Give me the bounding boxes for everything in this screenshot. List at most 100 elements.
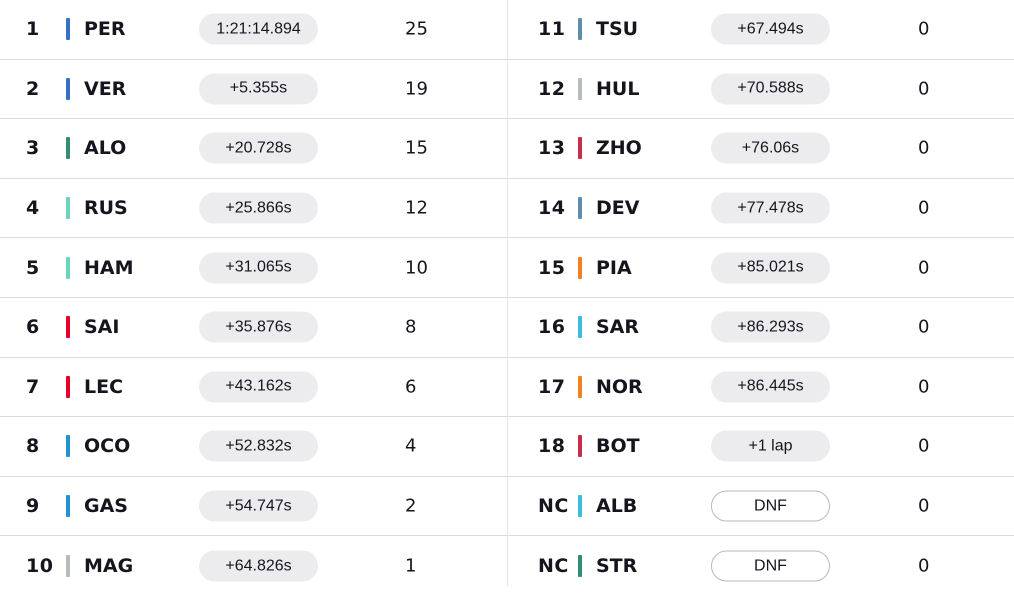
points-value: 12 [405,197,428,219]
result-row[interactable]: 2 VER +5.355s 19 [0,60,507,120]
race-time-pill: +67.494s [711,13,830,45]
team-color-bar [578,435,582,458]
team-color-bar [66,77,70,100]
result-row[interactable]: 4 RUS +25.866s 12 [0,179,507,239]
result-row[interactable]: 18 BOT +1 lap 0 [508,417,1014,477]
position-label: 10 [26,555,54,578]
team-color-bar [578,256,582,279]
team-color-bar [578,18,582,41]
points-value: 6 [405,376,417,398]
team-color-bar [578,137,582,160]
result-row[interactable]: 7 LEC +43.162s 6 [0,358,507,418]
race-time-pill: +20.728s [199,132,318,164]
driver-code[interactable]: BOT [596,435,640,458]
points-value: 0 [918,137,930,159]
position-label: 9 [26,495,40,518]
race-time-pill: +85.021s [711,252,830,284]
position-label: NC [538,555,569,578]
position-label: 12 [538,77,566,100]
result-row[interactable]: 6 SAI +35.876s 8 [0,298,507,358]
race-time-pill: +76.06s [711,132,830,164]
race-time-pill: DNF [711,550,830,582]
result-row[interactable]: 9 GAS +54.747s 2 [0,477,507,537]
team-color-bar [66,256,70,279]
driver-code[interactable]: ALB [596,495,638,518]
result-row[interactable]: 17 NOR +86.445s 0 [508,358,1014,418]
position-label: 7 [26,375,40,398]
driver-code[interactable]: HUL [596,77,640,100]
driver-code[interactable]: RUS [84,197,128,220]
position-label: 16 [538,316,566,339]
points-value: 0 [918,78,930,100]
position-label: 11 [538,18,566,41]
driver-code[interactable]: ALO [84,137,127,160]
race-time-pill: +86.293s [711,311,830,343]
driver-code[interactable]: SAR [596,316,640,339]
result-row[interactable]: 13 ZHO +76.06s 0 [508,119,1014,179]
result-row[interactable]: 3 ALO +20.728s 15 [0,119,507,179]
team-color-bar [66,137,70,160]
points-value: 10 [405,257,428,279]
points-value: 0 [918,376,930,398]
race-time-pill: DNF [711,490,830,522]
team-color-bar [578,77,582,100]
driver-code[interactable]: MAG [84,555,134,578]
points-value: 8 [405,316,417,338]
team-color-bar [578,495,582,518]
driver-code[interactable]: SAI [84,316,120,339]
results-column-left: 1 PER 1:21:14.894 25 2 VER +5.355s 19 3 ALO +20.72… [0,0,507,586]
position-label: 4 [26,197,40,220]
driver-code[interactable]: STR [596,555,638,578]
driver-code[interactable]: PER [84,18,126,41]
race-time-pill: +31.065s [199,252,318,284]
team-color-bar [66,316,70,339]
position-label: 6 [26,316,40,339]
result-row[interactable]: 11 TSU +67.494s 0 [508,0,1014,60]
team-color-bar [66,197,70,220]
driver-code[interactable]: ZHO [596,137,642,160]
position-label: 8 [26,435,40,458]
driver-code[interactable]: TSU [596,18,639,41]
driver-code[interactable]: NOR [596,375,643,398]
result-row[interactable]: NC ALB DNF 0 [508,477,1014,537]
race-time-pill: +1 lap [711,430,830,462]
result-row[interactable]: 5 HAM +31.065s 10 [0,238,507,298]
driver-code[interactable]: VER [84,77,127,100]
driver-code[interactable]: DEV [596,197,640,220]
race-time-pill: +5.355s [199,73,318,105]
result-row[interactable]: 1 PER 1:21:14.894 25 [0,0,507,60]
position-label: 1 [26,18,40,41]
points-value: 25 [405,18,428,40]
race-time-pill: +52.832s [199,430,318,462]
points-value: 0 [918,257,930,279]
team-color-bar [578,375,582,398]
race-time-pill: +35.876s [199,311,318,343]
result-row[interactable]: NC STR DNF 0 [508,536,1014,596]
result-row[interactable]: 16 SAR +86.293s 0 [508,298,1014,358]
points-value: 0 [918,555,930,577]
race-time-pill: +54.747s [199,490,318,522]
position-label: 3 [26,137,40,160]
driver-code[interactable]: GAS [84,495,128,518]
team-color-bar [66,375,70,398]
team-color-bar [66,495,70,518]
position-label: 17 [538,375,566,398]
result-row[interactable]: 10 MAG +64.826s 1 [0,536,507,596]
driver-code[interactable]: OCO [84,435,131,458]
race-time-pill: +25.866s [199,192,318,224]
driver-code[interactable]: HAM [84,256,134,279]
result-row[interactable]: 15 PIA +85.021s 0 [508,238,1014,298]
driver-code[interactable]: LEC [84,375,124,398]
race-time-pill: +64.826s [199,550,318,582]
team-color-bar [578,316,582,339]
results-column-right: 11 TSU +67.494s 0 12 HUL +70.588s 0 13 ZHO +76.06s… [507,0,1014,586]
result-row[interactable]: 14 DEV +77.478s 0 [508,179,1014,239]
result-row[interactable]: 8 OCO +52.832s 4 [0,417,507,477]
position-label: 18 [538,435,566,458]
race-time-pill: +70.588s [711,73,830,105]
result-row[interactable]: 12 HUL +70.588s 0 [508,60,1014,120]
team-color-bar [578,197,582,220]
position-label: 5 [26,256,40,279]
driver-code[interactable]: PIA [596,256,632,279]
points-value: 1 [405,555,417,577]
